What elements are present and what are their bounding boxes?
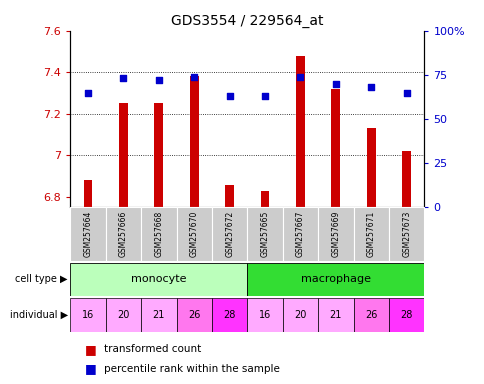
Text: GSM257665: GSM257665 [260, 211, 269, 257]
Text: 16: 16 [258, 310, 271, 320]
Bar [247, 207, 282, 261]
Point [84, 89, 91, 96]
Bar [401, 151, 410, 207]
Point [260, 93, 268, 99]
Text: 28: 28 [223, 310, 235, 320]
Point [225, 93, 233, 99]
Bar [154, 103, 163, 207]
Bar [70, 207, 106, 261]
Bar [176, 298, 212, 332]
Text: GSM257667: GSM257667 [295, 211, 304, 257]
Text: percentile rank within the sample: percentile rank within the sample [104, 364, 280, 374]
Text: ■: ■ [85, 362, 96, 375]
Bar [212, 207, 247, 261]
Text: individual ▶: individual ▶ [10, 310, 68, 320]
Bar [388, 298, 424, 332]
Bar [318, 298, 353, 332]
Bar [331, 89, 340, 207]
Bar [295, 56, 304, 207]
Bar [141, 207, 176, 261]
Text: 21: 21 [329, 310, 341, 320]
Bar [70, 298, 106, 332]
Bar [70, 263, 247, 296]
Text: macrophage: macrophage [300, 274, 370, 285]
Text: ■: ■ [85, 343, 96, 356]
Text: GSM257671: GSM257671 [366, 211, 375, 257]
Bar [366, 128, 375, 207]
Bar [247, 298, 282, 332]
Bar [119, 103, 128, 207]
Title: GDS3554 / 229564_at: GDS3554 / 229564_at [171, 14, 323, 28]
Text: 20: 20 [294, 310, 306, 320]
Bar [189, 76, 198, 207]
Point [190, 74, 197, 80]
Bar [353, 298, 388, 332]
Text: GSM257669: GSM257669 [331, 211, 340, 257]
Text: monocyte: monocyte [131, 274, 186, 285]
Bar [212, 298, 247, 332]
Bar [318, 207, 353, 261]
Text: GSM257666: GSM257666 [119, 211, 128, 257]
Text: GSM257668: GSM257668 [154, 211, 163, 257]
Text: transformed count: transformed count [104, 344, 201, 354]
Point [331, 81, 339, 87]
Point [366, 84, 374, 90]
Bar [106, 298, 141, 332]
Point [296, 74, 303, 80]
Bar [260, 191, 269, 207]
Text: 20: 20 [117, 310, 129, 320]
Bar [247, 263, 424, 296]
Text: 26: 26 [364, 310, 377, 320]
Text: GSM257664: GSM257664 [83, 211, 92, 257]
Text: cell type ▶: cell type ▶ [15, 274, 68, 285]
Bar [141, 298, 176, 332]
Bar [282, 298, 318, 332]
Text: 28: 28 [400, 310, 412, 320]
Text: 16: 16 [82, 310, 94, 320]
Bar [282, 207, 318, 261]
Bar [106, 207, 141, 261]
Text: GSM257673: GSM257673 [401, 211, 410, 257]
Bar [83, 180, 92, 207]
Text: GSM257672: GSM257672 [225, 211, 234, 257]
Text: 21: 21 [152, 310, 165, 320]
Text: 26: 26 [188, 310, 200, 320]
Text: GSM257670: GSM257670 [189, 211, 198, 257]
Bar [225, 184, 234, 207]
Bar [353, 207, 388, 261]
Point [154, 77, 162, 83]
Point [402, 89, 409, 96]
Bar [176, 207, 212, 261]
Point [119, 75, 127, 81]
Bar [388, 207, 424, 261]
